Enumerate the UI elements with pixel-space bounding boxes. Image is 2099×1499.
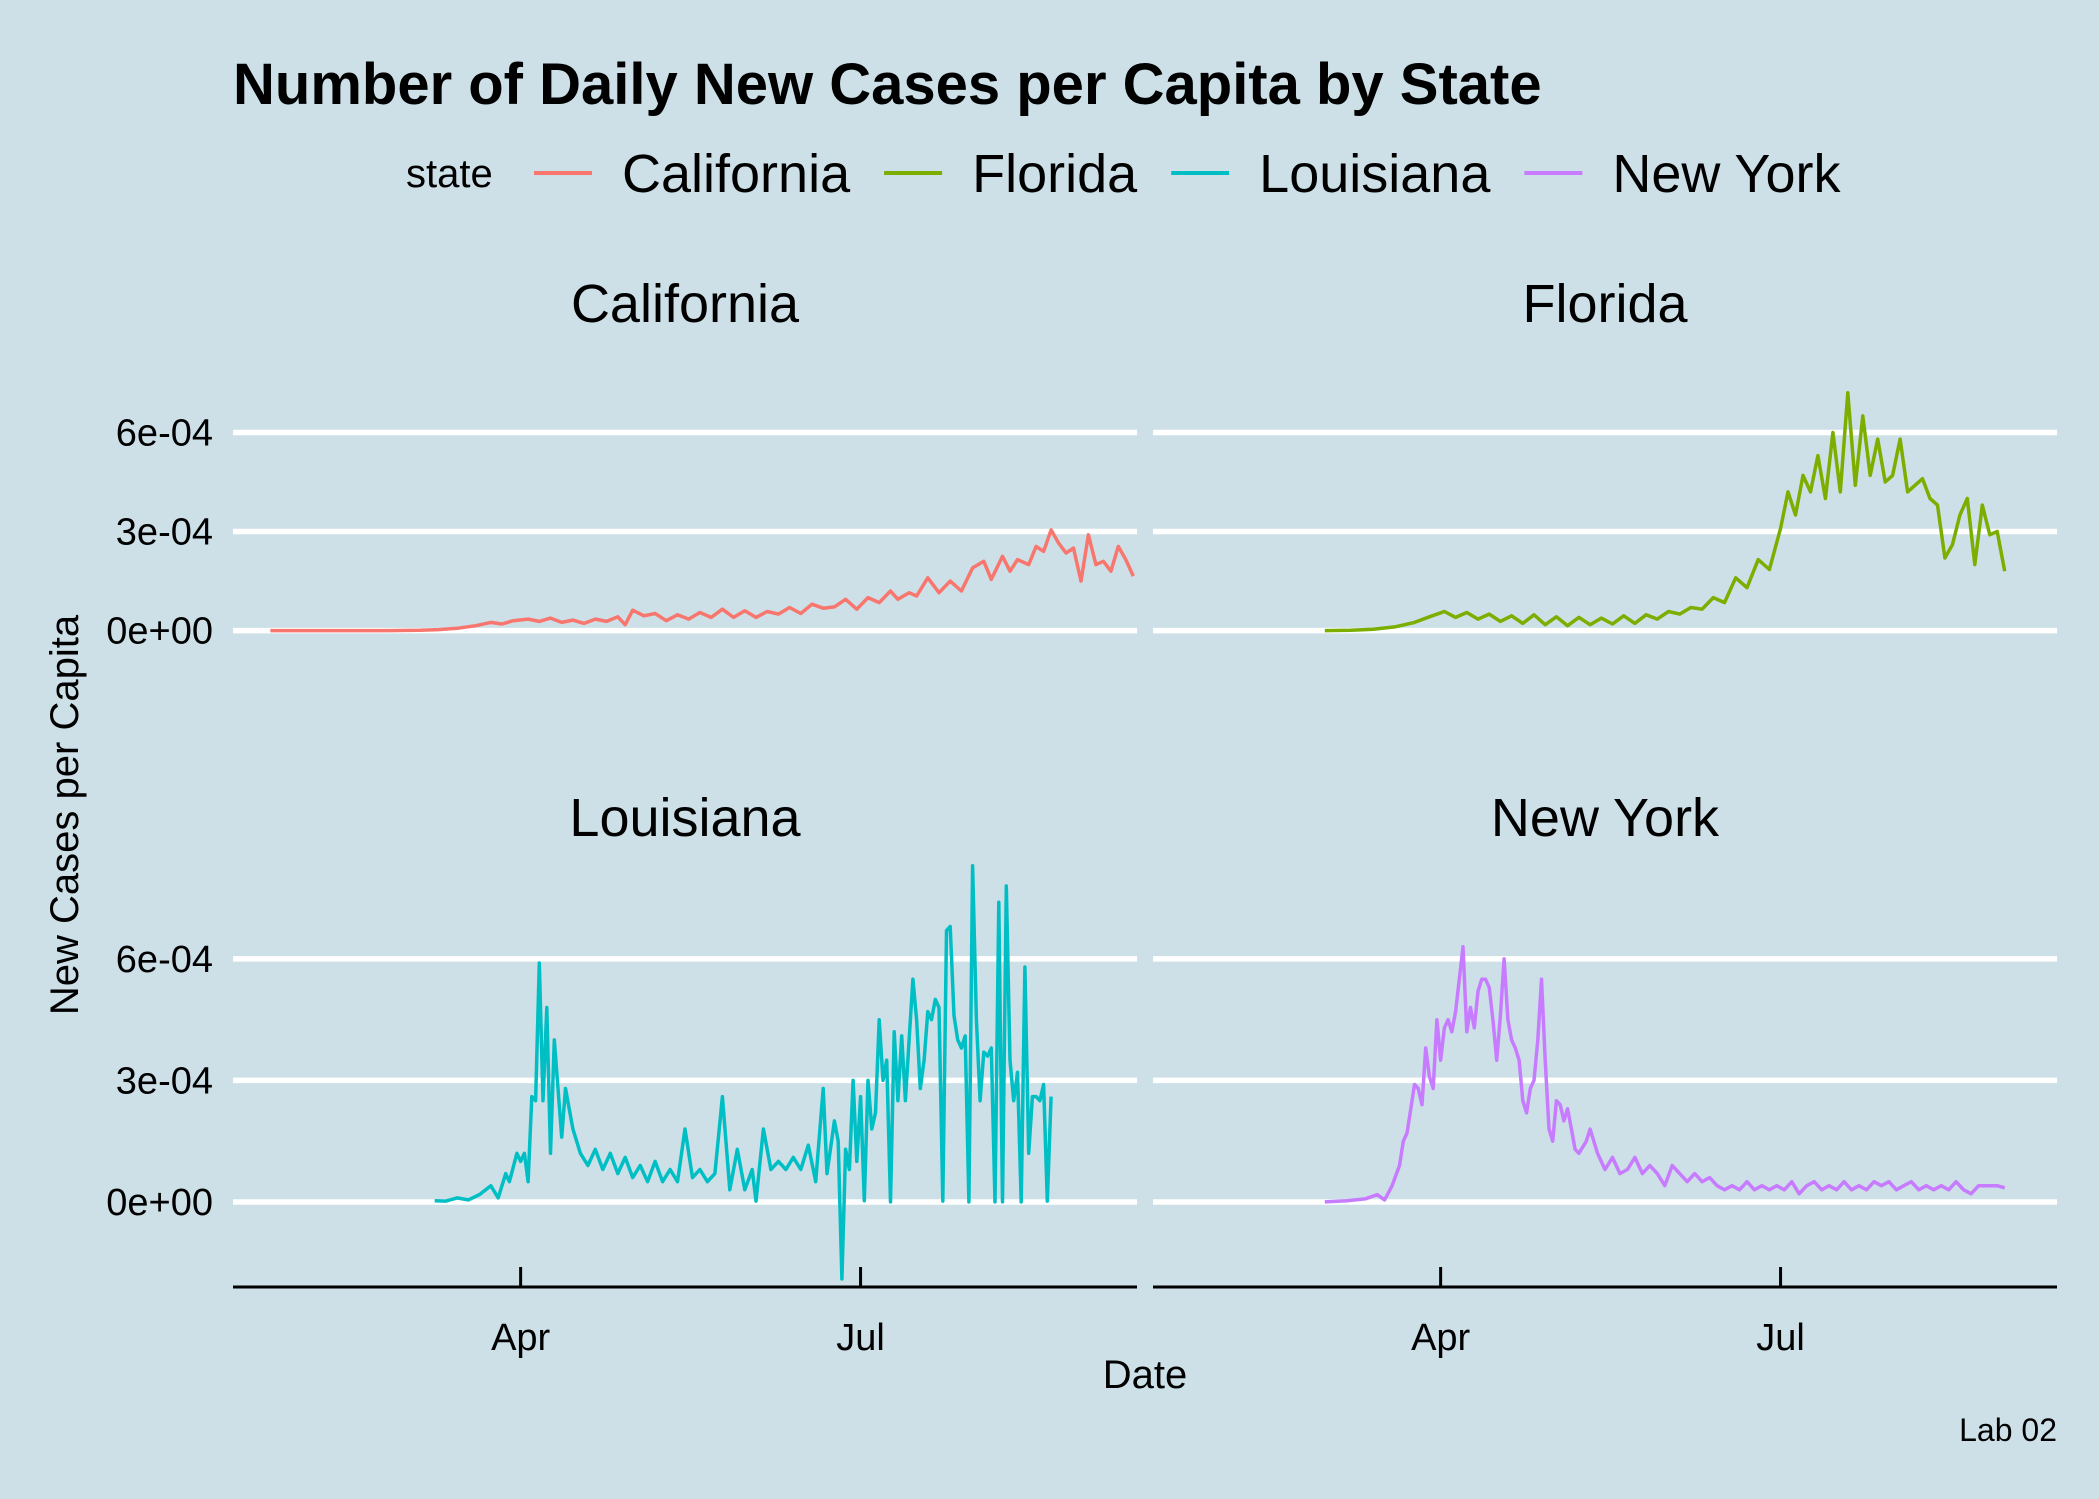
series-line-new-york — [1324, 945, 2006, 1204]
y-tick-label-3e-04: 3e-04 — [116, 1060, 213, 1102]
y-tick-label-6e-04: 6e-04 — [116, 412, 213, 454]
y-tick-label-0e-00: 0e+00 — [106, 1182, 213, 1224]
panel-california: California 0e+00 3e-04 6e-04 — [106, 274, 1137, 653]
y-tick-label-0e-00: 0e+00 — [106, 611, 213, 653]
strip-label-new-york: New York — [1491, 788, 1720, 848]
strip-label-florida: Florida — [1522, 274, 1688, 334]
y-tick-label-6e-04: 6e-04 — [116, 939, 213, 981]
legend-label-louisiana: Louisiana — [1259, 144, 1491, 204]
legend-item-florida: Florida — [884, 144, 1138, 204]
x-tick-label-jul: Jul — [1756, 1317, 1805, 1359]
series-line-louisiana — [434, 863, 1053, 1281]
x-tick-label-jul: Jul — [836, 1317, 885, 1359]
legend-label-florida: Florida — [972, 144, 1138, 204]
caption: Lab 02 — [1959, 1412, 2057, 1448]
x-tick-label-apr: Apr — [1411, 1317, 1470, 1359]
legend-item-louisiana: Louisiana — [1171, 144, 1491, 204]
legend-label-new-york: New York — [1612, 144, 1841, 204]
strip-label-louisiana: Louisiana — [569, 788, 801, 848]
panel-new-york: New York Apr Jul — [1153, 788, 2057, 1359]
strip-label-california: California — [571, 274, 800, 334]
facet-panels: California 0e+00 3e-04 6e-04 Florida Louisian… — [106, 274, 2057, 1359]
x-axis-title: Date — [1103, 1353, 1188, 1397]
y-tick-label-3e-04: 3e-04 — [116, 512, 213, 554]
legend-label-california: California — [622, 144, 851, 204]
chart-title: Number of Daily New Cases per Capita by … — [233, 52, 1542, 117]
panel-florida: Florida — [1153, 274, 2057, 634]
legend-title: state — [406, 152, 493, 196]
y-axis-title: New Cases per Capita — [43, 614, 87, 1015]
legend: state California Florida Louisiana New York — [406, 144, 1841, 204]
series-line-florida — [1324, 391, 2007, 633]
legend-item-new-york: New York — [1524, 144, 1841, 204]
panel-louisiana: Louisiana 0e+00 3e-04 6e-04 Apr Jul — [106, 788, 1137, 1359]
legend-item-california: California — [534, 144, 851, 204]
series-line-california — [270, 528, 1135, 633]
x-tick-label-apr: Apr — [491, 1317, 550, 1359]
